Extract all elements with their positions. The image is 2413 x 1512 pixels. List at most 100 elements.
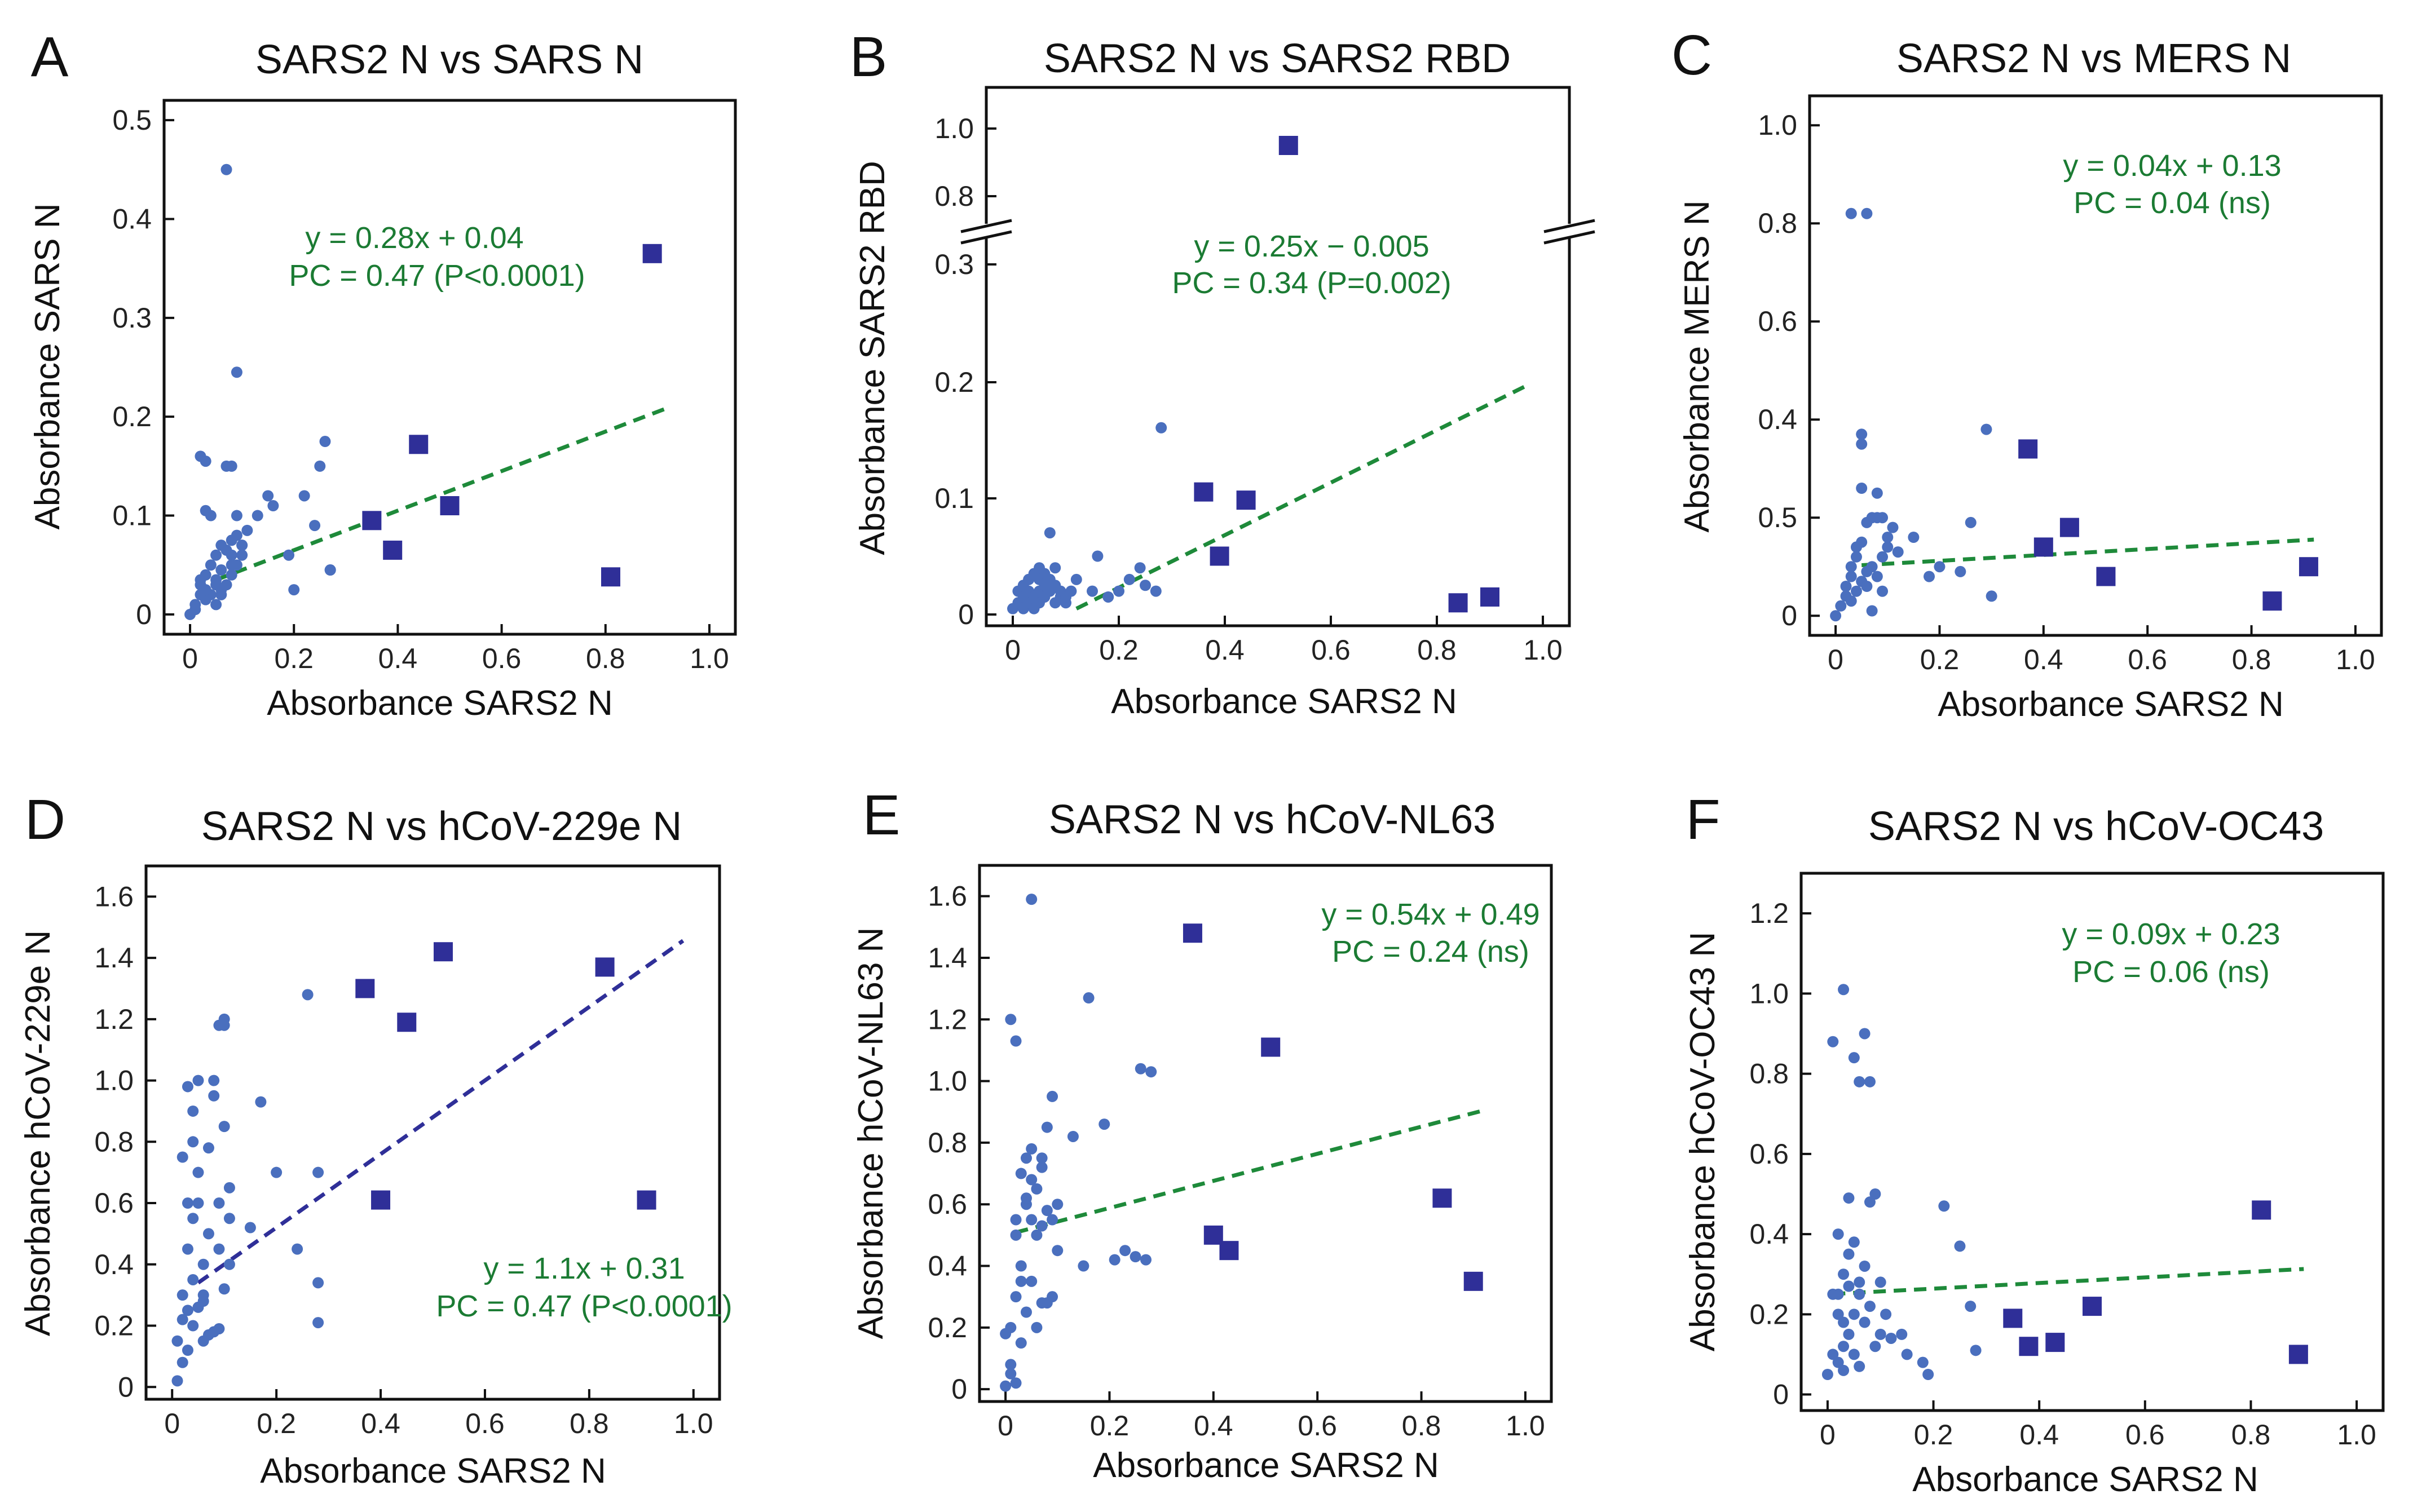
data-point <box>192 1166 204 1178</box>
data-square <box>1448 593 1468 613</box>
data-point <box>1020 1152 1032 1164</box>
data-point <box>1892 546 1904 558</box>
data-point <box>187 1105 199 1117</box>
data-point <box>1861 565 1873 577</box>
data-point <box>236 549 248 561</box>
data-point <box>1887 521 1899 533</box>
data-point <box>226 569 237 581</box>
data-square <box>595 957 615 977</box>
data-square <box>409 435 429 454</box>
data-point <box>1970 1345 1982 1356</box>
data-point <box>218 1019 230 1031</box>
x-tick-label: 0.2 <box>1920 644 1960 675</box>
data-square <box>1183 923 1202 943</box>
data-point <box>220 579 232 591</box>
y-tick-label: 0.6 <box>94 1187 134 1219</box>
data-square <box>2019 1337 2039 1356</box>
data-point <box>1052 1199 1064 1210</box>
data-point <box>1871 512 1883 524</box>
data-point <box>208 1075 220 1086</box>
data-point <box>218 1283 230 1295</box>
data-point <box>197 1258 209 1270</box>
y-tick-label: 0.1 <box>112 500 152 532</box>
data-point <box>1119 1245 1131 1257</box>
data-point <box>1843 1328 1855 1340</box>
data-point <box>213 1323 225 1334</box>
x-tick-label: 0.4 <box>378 643 418 674</box>
data-square <box>383 540 403 560</box>
y-tick-label: 0.8 <box>934 180 974 212</box>
data-point <box>324 564 336 576</box>
data-point <box>1832 1356 1844 1368</box>
data-point <box>200 505 211 516</box>
data-point <box>210 574 222 586</box>
data-point <box>1877 585 1889 597</box>
data-square <box>433 942 453 962</box>
y-tick-label: 1.0 <box>1758 109 1797 141</box>
data-square <box>1210 546 1229 566</box>
x-axis-label: Absorbance SARS2 N <box>1093 1446 1439 1485</box>
data-point <box>1020 1192 1032 1204</box>
data-point <box>1026 1143 1038 1155</box>
x-tick-label: 0.6 <box>1311 634 1351 666</box>
panel-letter: A <box>31 25 69 89</box>
panel-a: 0 0.2 0.4 0.6 0.8 1.0 0 0.1 0.2 0.3 0.4 0.5 A SARS2 N… <box>28 25 737 723</box>
data-point <box>1005 1359 1017 1370</box>
x-tick-label: 0.4 <box>361 1408 400 1439</box>
data-point <box>1031 1321 1043 1333</box>
data-point <box>1866 605 1878 617</box>
data-point <box>1031 1229 1043 1241</box>
data-point <box>1130 1251 1141 1263</box>
x-tick-label: 0.2 <box>274 643 314 674</box>
y-tick-label: 0 <box>1773 1379 1789 1411</box>
fit-line <box>1015 1108 1485 1235</box>
x-tick-label: 0.6 <box>482 643 522 674</box>
axis-break-mark <box>960 219 1012 233</box>
x-tick-label: 0.6 <box>465 1408 505 1439</box>
y-tick-label: 0.2 <box>934 366 974 398</box>
y-axis-label: Absorbance MERS N <box>1678 200 1717 532</box>
data-point <box>1123 573 1135 585</box>
data-point <box>226 460 237 472</box>
y-tick-label: 1.2 <box>94 1003 134 1035</box>
data-square <box>2252 1200 2271 1220</box>
x-tick-label: 0.8 <box>586 643 625 674</box>
data-point <box>1078 1260 1089 1272</box>
data-square <box>601 567 620 587</box>
x-tick-label: 0.8 <box>2232 644 2271 675</box>
plot-frame <box>144 864 721 1401</box>
y-axis-label: Absorbance SARS2 RBD <box>853 161 892 555</box>
y-tick-label: 0.4 <box>1758 404 1797 435</box>
data-point <box>1854 1276 1865 1288</box>
data-point <box>1835 600 1847 612</box>
data-point <box>1871 571 1883 582</box>
y-tick-label: 1.0 <box>928 1066 967 1097</box>
data-point <box>1005 1014 1017 1025</box>
data-point <box>223 1182 235 1193</box>
data-point <box>1041 1121 1053 1133</box>
data-point <box>1067 1130 1079 1142</box>
y-tick-label: 0.4 <box>94 1249 134 1280</box>
data-point <box>1070 573 1082 585</box>
x-tick-label: 0.4 <box>2019 1419 2059 1451</box>
data-square <box>2299 557 2318 577</box>
x-tick-label: 0.8 <box>1417 634 1457 666</box>
y-tick-label: 0.4 <box>1749 1218 1789 1250</box>
data-square <box>2033 537 2053 557</box>
panel-c: 0 0.2 0.4 0.6 0.8 1.0 0 0.5 0.4 0.6 0.8 1.0 C SARS2 N… <box>1671 24 2383 724</box>
data-point <box>314 460 326 472</box>
data-point <box>1882 541 1894 553</box>
data-point <box>319 436 331 448</box>
data-point <box>1023 573 1035 585</box>
data-square <box>1463 1271 1483 1291</box>
axis-break-mark <box>1543 219 1595 233</box>
data-point <box>1041 1297 1053 1309</box>
data-point <box>1015 1275 1027 1287</box>
data-point <box>189 604 201 616</box>
x-tick-label: 0.8 <box>2231 1419 2271 1451</box>
data-point <box>1901 1349 1913 1360</box>
data-point <box>1917 1356 1929 1368</box>
y-tick-label: 0.1 <box>934 483 974 514</box>
x-tick-label: 0.4 <box>1194 1410 1233 1442</box>
y-tick-label: 0 <box>136 599 152 630</box>
